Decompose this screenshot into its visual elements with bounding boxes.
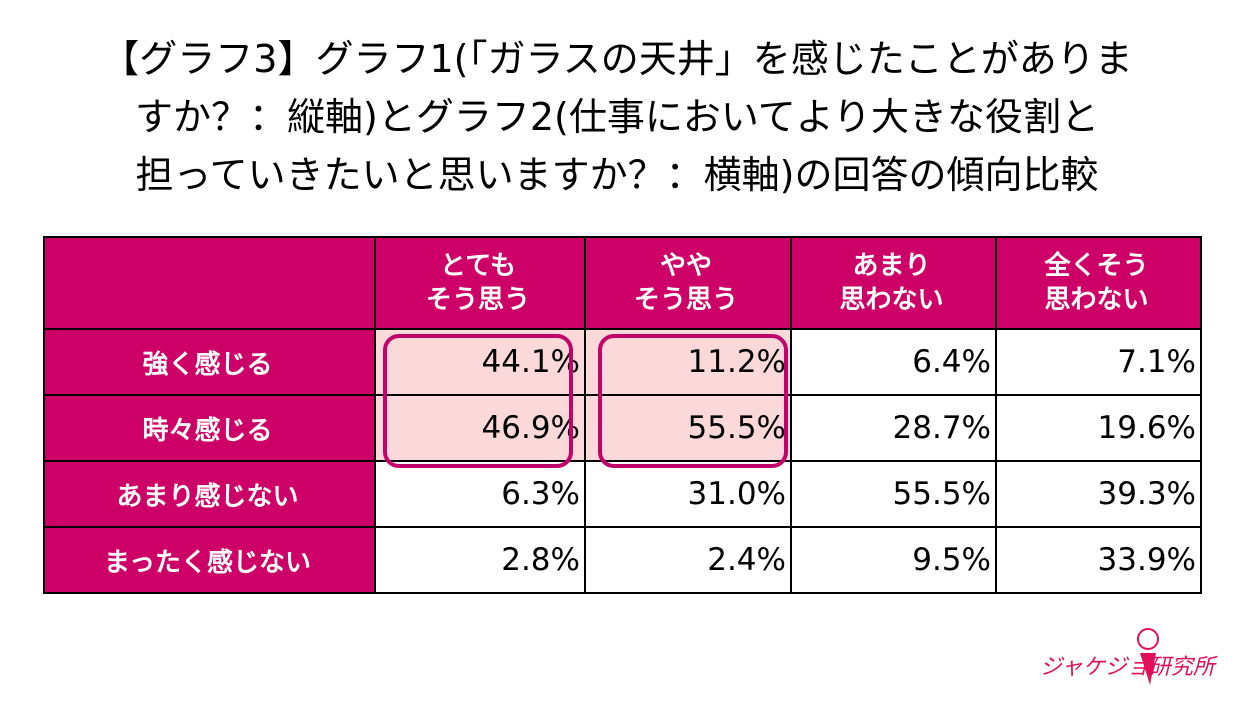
person-icon	[1137, 628, 1159, 685]
column-header: 全くそう 思わない	[995, 236, 1202, 330]
cell: 2.8%	[374, 526, 586, 594]
cell: 55.5%	[584, 394, 792, 462]
page-title: 【グラフ3】グラフ1(「ガラスの天井」を感じたことがありま すか？：縦軸)とグラ…	[20, 30, 1214, 204]
title-line: 担っていきたいと思いますか？：横軸)の回答の傾向比較	[135, 153, 1099, 197]
cell: 19.6%	[995, 394, 1202, 462]
column-header: とても そう思う	[374, 236, 586, 330]
logo-text: ジャケジョ研究所	[1040, 655, 1215, 680]
table-row: 強く感じる 44.1% 11.2% 6.4% 7.1%	[43, 328, 1202, 396]
column-header: あまり 思わない	[790, 236, 997, 330]
title-line: 【グラフ3】グラフ1(「ガラスの天井」を感じたことがありま	[101, 37, 1133, 81]
cell: 46.9%	[374, 394, 586, 462]
cell: 39.3%	[995, 460, 1202, 528]
header-row: とても そう思う やや そう思う あまり 思わない 全くそう 思わない	[43, 236, 1202, 330]
cell: 31.0%	[584, 460, 792, 528]
corner-cell	[43, 236, 376, 330]
cell: 11.2%	[584, 328, 792, 396]
cell: 44.1%	[374, 328, 586, 396]
row-header: あまり感じない	[43, 460, 376, 528]
cell: 28.7%	[790, 394, 997, 462]
column-header: やや そう思う	[584, 236, 792, 330]
row-header: 時々感じる	[43, 394, 376, 462]
cell: 2.4%	[584, 526, 792, 594]
cell: 7.1%	[995, 328, 1202, 396]
cell: 55.5%	[790, 460, 997, 528]
title-line: すか？：縦軸)とグラフ2(仕事においてより大きな役割と	[135, 95, 1099, 139]
highlight-box	[383, 334, 573, 468]
cell: 6.4%	[790, 328, 997, 396]
cell: 6.3%	[374, 460, 586, 528]
cell: 33.9%	[995, 526, 1202, 594]
brand-logo: ジャケジョ研究所	[1040, 625, 1230, 695]
cell: 9.5%	[790, 526, 997, 594]
table-row: まったく感じない 2.8% 2.4% 9.5% 33.9%	[43, 526, 1202, 594]
row-header: 強く感じる	[43, 328, 376, 396]
table-row: 時々感じる 46.9% 55.5% 28.7% 19.6%	[43, 394, 1202, 462]
highlight-box	[598, 334, 788, 468]
table-row: あまり感じない 6.3% 31.0% 55.5% 39.3%	[43, 460, 1202, 528]
comparison-table: とても そう思う やや そう思う あまり 思わない 全くそう 思わない 強く感じる 44…	[43, 236, 1202, 594]
row-header: まったく感じない	[43, 526, 376, 594]
